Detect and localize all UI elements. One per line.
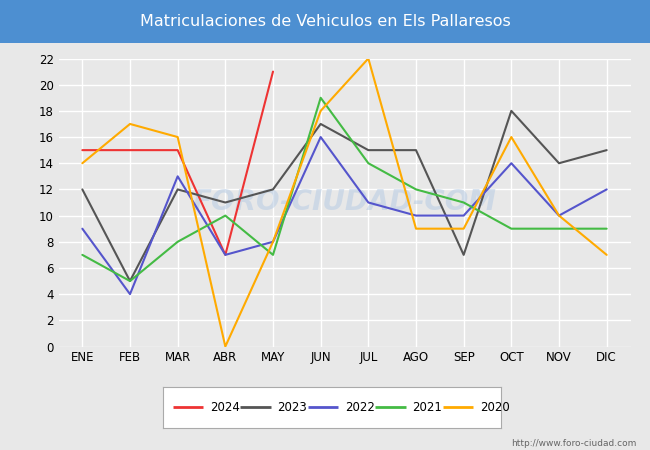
Text: FORO-CIUDAD-COM: FORO-CIUDAD-COM (192, 189, 497, 216)
Text: 2023: 2023 (278, 401, 307, 414)
Text: 2022: 2022 (345, 401, 375, 414)
Text: 2024: 2024 (210, 401, 240, 414)
Text: 2021: 2021 (413, 401, 443, 414)
Text: Matriculaciones de Vehiculos en Els Pallaresos: Matriculaciones de Vehiculos en Els Pall… (140, 14, 510, 29)
Text: 2020: 2020 (480, 401, 510, 414)
Text: http://www.foro-ciudad.com: http://www.foro-ciudad.com (512, 439, 637, 448)
